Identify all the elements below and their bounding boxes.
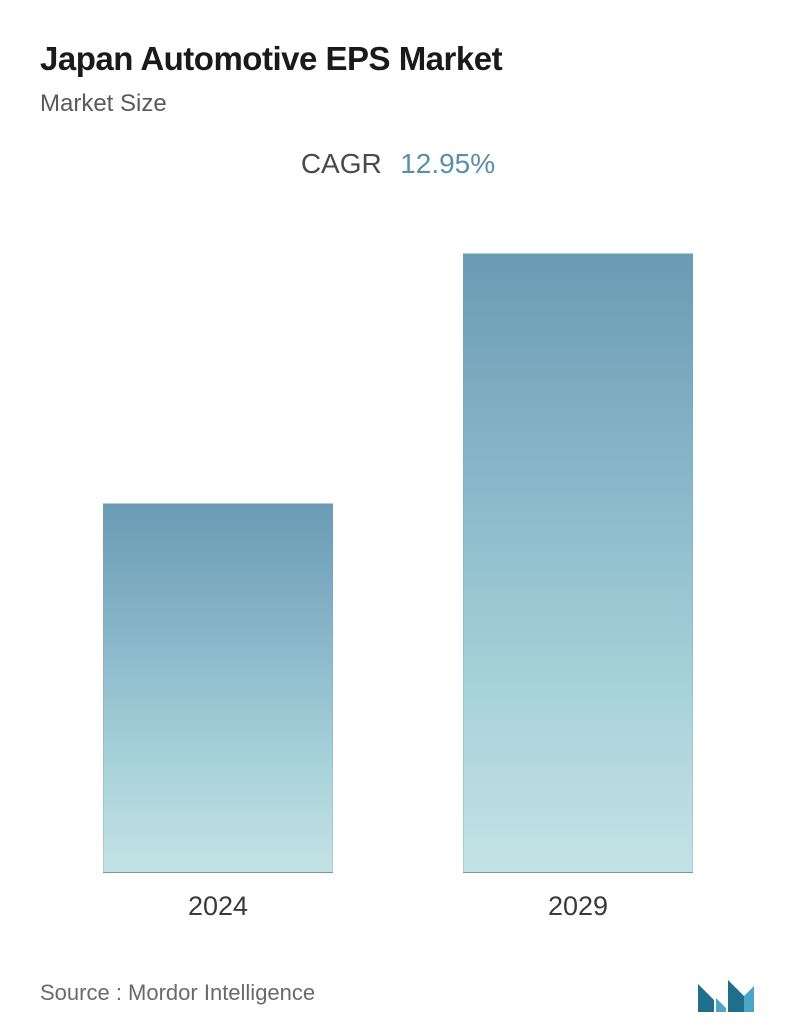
cagr-row: CAGR 12.95% xyxy=(40,148,756,180)
bar-2029 xyxy=(463,253,693,873)
bar-group-2029: 2029 xyxy=(463,253,693,922)
bar-2024 xyxy=(103,503,333,873)
brand-logo xyxy=(696,972,756,1014)
mordor-logo-icon xyxy=(696,972,756,1014)
chart-title: Japan Automotive EPS Market xyxy=(40,40,756,78)
chart-container: Japan Automotive EPS Market Market Size … xyxy=(0,0,796,1034)
footer: Source : Mordor Intelligence xyxy=(40,942,756,1014)
cagr-label: CAGR xyxy=(301,148,382,179)
bar-label-2029: 2029 xyxy=(548,891,608,922)
bar-group-2024: 2024 xyxy=(103,503,333,922)
chart-area: 2024 2029 xyxy=(40,230,756,942)
source-text: Source : Mordor Intelligence xyxy=(40,980,315,1006)
bar-label-2024: 2024 xyxy=(188,891,248,922)
chart-subtitle: Market Size xyxy=(40,90,756,118)
cagr-value: 12.95% xyxy=(400,148,495,179)
